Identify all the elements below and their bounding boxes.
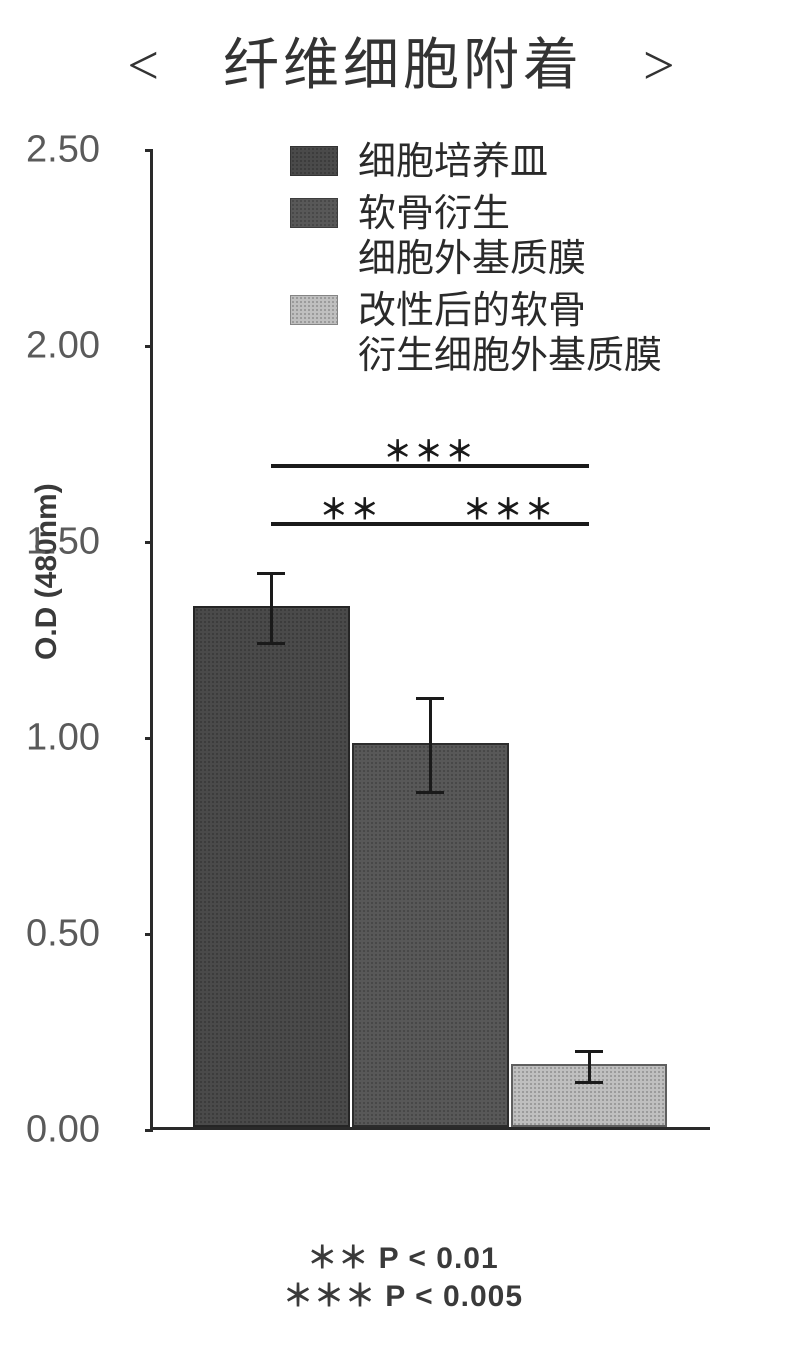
y-tick-label: 1.50 — [10, 521, 100, 564]
y-tick-label: 2.00 — [10, 325, 100, 368]
error-cap — [416, 697, 444, 700]
y-tick-label: 1.00 — [10, 717, 100, 760]
y-tick-mark — [145, 1129, 153, 1132]
error-bar — [588, 1052, 591, 1083]
bar-chart: O.D (480nm) 细胞培养皿 软骨衍生 细胞外基质膜 改性后的软骨 衍生细… — [110, 140, 750, 1180]
error-cap — [575, 1081, 603, 1084]
error-cap — [416, 791, 444, 794]
bar-ecm — [352, 743, 509, 1127]
chart-title: < 纤维细胞附着 > — [0, 20, 806, 101]
error-cap — [257, 642, 285, 645]
significance-label: ＊＊＊ — [463, 488, 556, 528]
footnote-line: ＊＊ P < 0.01 — [307, 1242, 498, 1275]
footnote-line: ＊＊＊ P < 0.005 — [283, 1280, 523, 1313]
significance-label: ＊＊ — [320, 488, 382, 528]
y-tick-mark — [145, 541, 153, 544]
error-cap — [575, 1050, 603, 1053]
error-cap — [257, 572, 285, 575]
bar-dish — [193, 606, 350, 1127]
error-bar — [429, 699, 432, 793]
plot-area: ＊＊＊＊＊＊＊＊ — [150, 150, 710, 1130]
y-tick-mark — [145, 933, 153, 936]
error-bar — [270, 573, 273, 644]
y-tick-mark — [145, 737, 153, 740]
y-tick-label: 0.00 — [10, 1109, 100, 1152]
significance-label: ＊＊＊ — [384, 430, 477, 470]
y-tick-label: 0.50 — [10, 913, 100, 956]
y-axis-label: O.D (480nm) — [30, 483, 64, 660]
y-tick-mark — [145, 345, 153, 348]
significance-footnote: ＊＊ P < 0.01 ＊＊＊ P < 0.005 — [0, 1240, 806, 1315]
y-tick-label: 2.50 — [10, 129, 100, 172]
y-tick-mark — [145, 149, 153, 152]
